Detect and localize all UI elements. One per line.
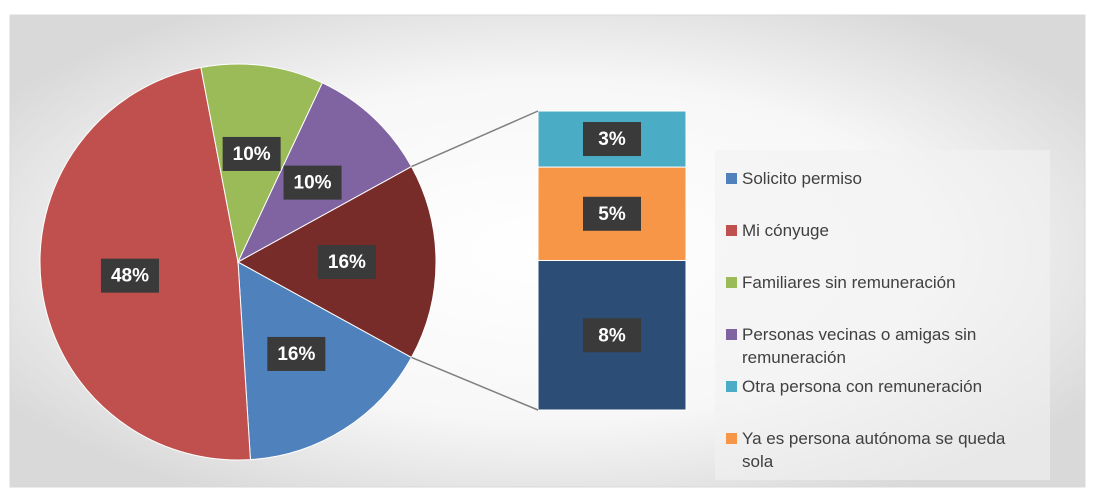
data-label: 16% bbox=[277, 344, 315, 365]
data-label: 10% bbox=[233, 144, 271, 165]
data-label: 3% bbox=[598, 129, 626, 150]
legend-label: Otra persona con remuneración bbox=[742, 377, 983, 396]
legend-label: Personas vecinas o amigas sin remuneraci… bbox=[742, 325, 977, 367]
legend-swatch bbox=[726, 277, 737, 288]
legend-label: Solicito permiso bbox=[742, 169, 862, 188]
data-label-box bbox=[583, 196, 641, 231]
legend-label: Mi cónyuge bbox=[742, 221, 829, 240]
connector-line bbox=[411, 356, 539, 411]
legend-label: Familiares sin remuneración bbox=[742, 273, 956, 292]
data-label-box bbox=[100, 258, 159, 293]
data-label-box bbox=[283, 165, 342, 200]
data-label-box bbox=[583, 122, 641, 157]
legend-label: Ya es persona autónoma se queda sola bbox=[742, 429, 1006, 471]
data-label: 10% bbox=[294, 173, 332, 194]
data-label-box bbox=[583, 318, 641, 353]
data-label: 16% bbox=[328, 252, 366, 273]
data-label-box bbox=[267, 336, 326, 371]
connector-line bbox=[411, 110, 539, 168]
legend-swatch bbox=[726, 173, 737, 184]
legend-box bbox=[715, 150, 1050, 480]
data-label: 5% bbox=[598, 204, 626, 225]
legend-swatch bbox=[726, 381, 737, 392]
data-label: 8% bbox=[598, 325, 626, 346]
legend-swatch bbox=[726, 433, 737, 444]
legend-swatch bbox=[726, 225, 737, 236]
data-label: 48% bbox=[111, 266, 149, 287]
data-label-box bbox=[317, 245, 376, 279]
data-label-box bbox=[222, 136, 281, 171]
legend-swatch bbox=[726, 329, 737, 340]
